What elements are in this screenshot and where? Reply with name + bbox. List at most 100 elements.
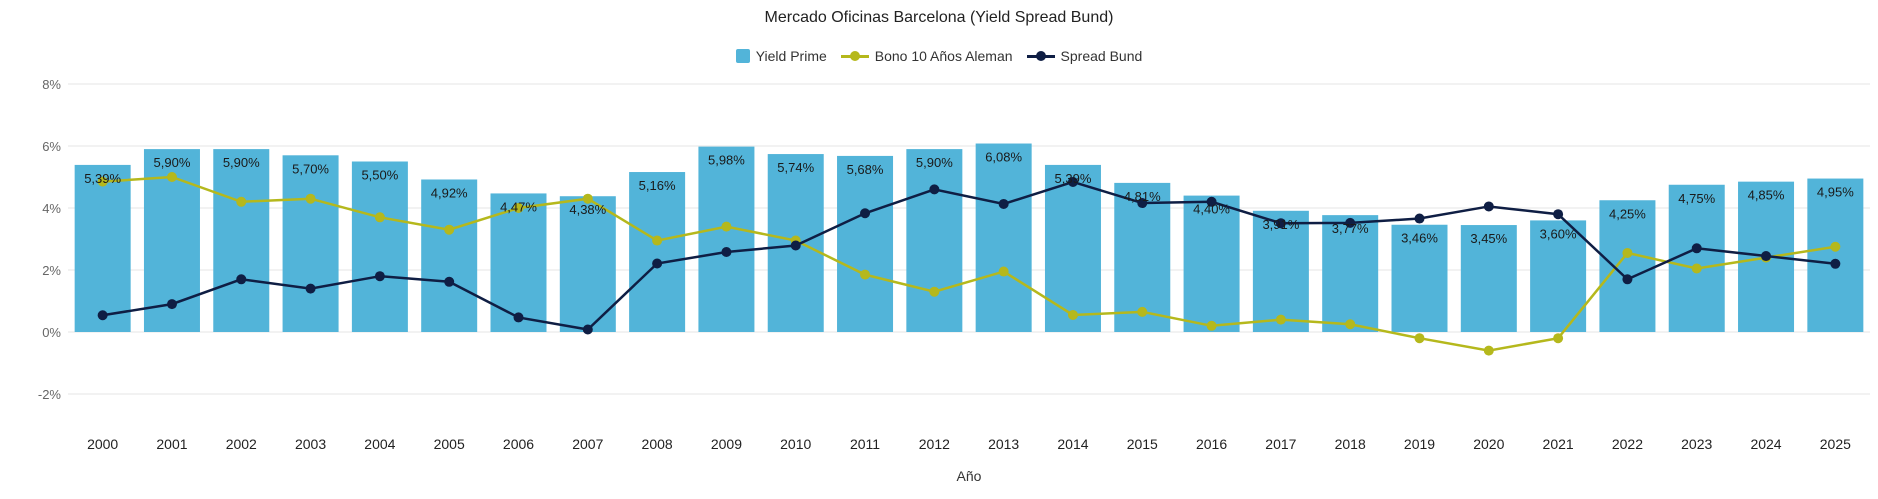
data-label-yield-prime: 4,85% [1748, 188, 1785, 203]
legend-label-bono-10-anos: Bono 10 Años Aleman [874, 48, 1013, 64]
data-point [236, 196, 247, 207]
data-point [1067, 176, 1078, 187]
bar-yield-prime [629, 172, 686, 332]
bar-yield-prime [351, 161, 408, 332]
data-label-yield-prime: 5,39% [84, 171, 121, 186]
data-point [1553, 209, 1564, 220]
x-tick-label: 2012 [919, 436, 950, 452]
data-label-yield-prime: 5,98% [708, 153, 745, 168]
legend-item-yield-prime[interactable]: Yield Prime [735, 48, 827, 64]
x-tick-label: 2015 [1127, 436, 1158, 452]
data-label-yield-prime: 5,50% [361, 168, 398, 183]
bar-yield-prime [837, 155, 894, 332]
x-tick-label: 2005 [434, 436, 465, 452]
data-label-yield-prime: 5,74% [777, 160, 814, 175]
y-tick-label: -2% [38, 387, 62, 402]
bar-yield-prime [1599, 200, 1656, 332]
data-label-yield-prime: 5,90% [154, 155, 191, 170]
data-point [513, 312, 524, 323]
legend-item-bono-10-anos[interactable]: Bono 10 Años Aleman [840, 48, 1013, 64]
data-point [582, 324, 593, 335]
series-line [102, 180, 1836, 331]
legend-item-spread-bund[interactable]: Spread Bund [1026, 48, 1143, 64]
data-point [1414, 213, 1425, 224]
series-line [102, 175, 1836, 352]
data-point [305, 193, 316, 204]
x-tick-label: 2000 [87, 436, 118, 452]
x-tick-label: 2018 [1335, 436, 1366, 452]
data-point [1345, 217, 1356, 228]
bar-yield-prime [1391, 224, 1448, 332]
data-point [374, 271, 385, 282]
legend-swatch-yield-prime [735, 49, 750, 63]
data-point [790, 240, 801, 251]
data-label-yield-prime: 3,46% [1401, 231, 1438, 246]
data-label-yield-prime: 4,47% [500, 199, 537, 214]
data-point [1483, 201, 1494, 212]
bar-series-yield-prime [74, 143, 1864, 332]
data-point [1691, 243, 1702, 254]
data-label-yield-prime: 5,68% [847, 162, 884, 177]
data-point [1691, 263, 1702, 274]
bar-yield-prime [1460, 225, 1517, 332]
legend-swatch-bono-10-anos [840, 49, 869, 63]
y-axis-ticks: -2% 0% 2% 4% 6% 8% [38, 77, 62, 402]
bar-yield-prime [282, 155, 339, 332]
data-point [860, 208, 871, 219]
y-tick-label: 6% [42, 139, 61, 154]
data-label-yield-prime: 4,95% [1817, 185, 1854, 200]
data-point [1275, 218, 1286, 229]
chart-title: Mercado Oficinas Barcelona (Yield Spread… [764, 9, 1114, 26]
bar-yield-prime [698, 146, 755, 332]
x-tick-label: 2006 [503, 436, 534, 452]
bar-yield-prime [1807, 178, 1864, 332]
data-label-yield-prime: 3,77% [1332, 221, 1369, 236]
x-tick-label: 2003 [295, 436, 326, 452]
data-label-yield-prime: 4,38% [569, 202, 606, 217]
data-point [1483, 345, 1494, 356]
data-point [652, 235, 663, 246]
data-point [998, 198, 1009, 209]
data-point [652, 258, 663, 269]
data-point [97, 310, 108, 321]
data-point [1830, 258, 1841, 269]
x-tick-label: 2010 [780, 436, 811, 452]
legend-swatch-spread-bund [1026, 49, 1055, 63]
data-label-yield-prime: 5,90% [223, 155, 260, 170]
data-point [374, 212, 385, 223]
data-label-yield-prime: 5,39% [1055, 171, 1092, 186]
data-point [1275, 314, 1286, 325]
line-series-spread-bund [97, 176, 1841, 335]
x-tick-label: 2008 [642, 436, 673, 452]
x-tick-label: 2019 [1404, 436, 1435, 452]
data-point [1761, 251, 1772, 262]
data-label-yield-prime: 6,08% [985, 150, 1022, 165]
data-label-yield-prime: 3,60% [1540, 226, 1577, 241]
legend-label-spread-bund: Spread Bund [1060, 48, 1143, 64]
data-label-yield-prime: 3,91% [1262, 217, 1299, 232]
x-tick-label: 2011 [850, 436, 880, 452]
data-point [860, 269, 871, 280]
data-point [1830, 241, 1841, 252]
data-label-yield-prime: 4,25% [1609, 206, 1646, 221]
data-label-yield-prime: 5,16% [639, 178, 676, 193]
x-tick-label: 2023 [1681, 436, 1712, 452]
line-series-layer [97, 172, 1841, 356]
data-label-yield-prime: 4,40% [1193, 202, 1230, 217]
bar-yield-prime [1183, 195, 1240, 332]
bar-yield-prime [975, 143, 1032, 332]
data-point [1206, 320, 1217, 331]
data-point [1137, 198, 1148, 209]
data-point [929, 286, 940, 297]
data-point [1067, 309, 1078, 320]
data-point [166, 172, 177, 182]
bar-yield-prime [74, 164, 131, 332]
data-label-yield-prime: 5,70% [292, 161, 329, 176]
x-tick-label: 2021 [1543, 436, 1574, 452]
data-labels: 5,39% 5,90% 5,90% 5,70% 5,50% 4,92% 4,47% 4,38%… [84, 150, 1854, 247]
data-point [236, 274, 247, 285]
data-point [513, 203, 524, 213]
legend-label-yield-prime: Yield Prime [755, 48, 827, 64]
data-point [444, 276, 455, 287]
data-point [998, 266, 1009, 277]
